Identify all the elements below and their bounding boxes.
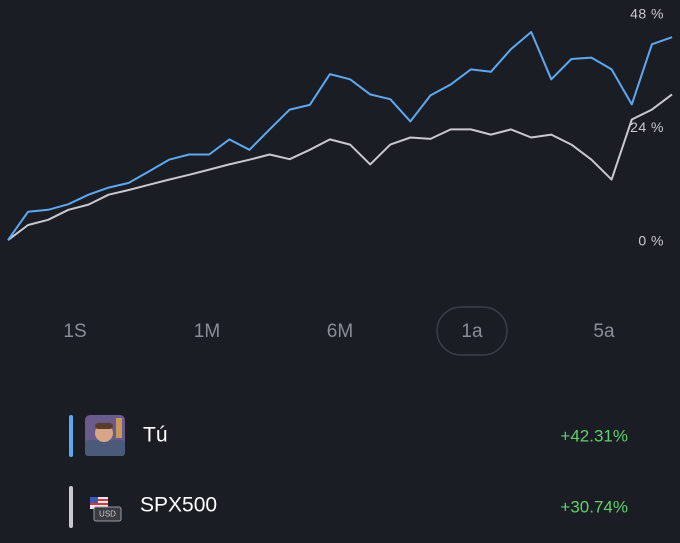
- period-button[interactable]: 1M: [194, 321, 220, 342]
- legend-return: +30.74%: [560, 497, 628, 516]
- series-line: [7, 93, 673, 241]
- period-button[interactable]: 6M: [327, 321, 353, 342]
- legend-swatch: [69, 415, 73, 457]
- legend-name: Tú: [143, 424, 168, 447]
- legend-swatch: [69, 486, 73, 528]
- flag-icon: USD: [90, 497, 122, 522]
- legend-name: SPX500: [140, 494, 217, 517]
- chart: 0 % 24 % 48 %: [7, 6, 673, 249]
- selected-period: [436, 306, 508, 356]
- legend: USD Tú +42.31% SPX500 +30.74%: [69, 415, 628, 528]
- period-selector: 1S 1M 6M 1a 5a: [63, 306, 615, 356]
- svg-text:USD: USD: [99, 510, 116, 519]
- y-tick-label: 0 %: [638, 233, 664, 249]
- series-line: [7, 31, 673, 241]
- y-tick-label: 48 %: [630, 6, 664, 22]
- avatar: [85, 415, 125, 456]
- period-button[interactable]: 5a: [593, 321, 615, 342]
- legend-return: +42.31%: [560, 426, 628, 445]
- period-button[interactable]: 1a: [461, 321, 483, 342]
- y-tick-label: 24 %: [630, 119, 664, 135]
- period-button[interactable]: 1S: [63, 321, 86, 342]
